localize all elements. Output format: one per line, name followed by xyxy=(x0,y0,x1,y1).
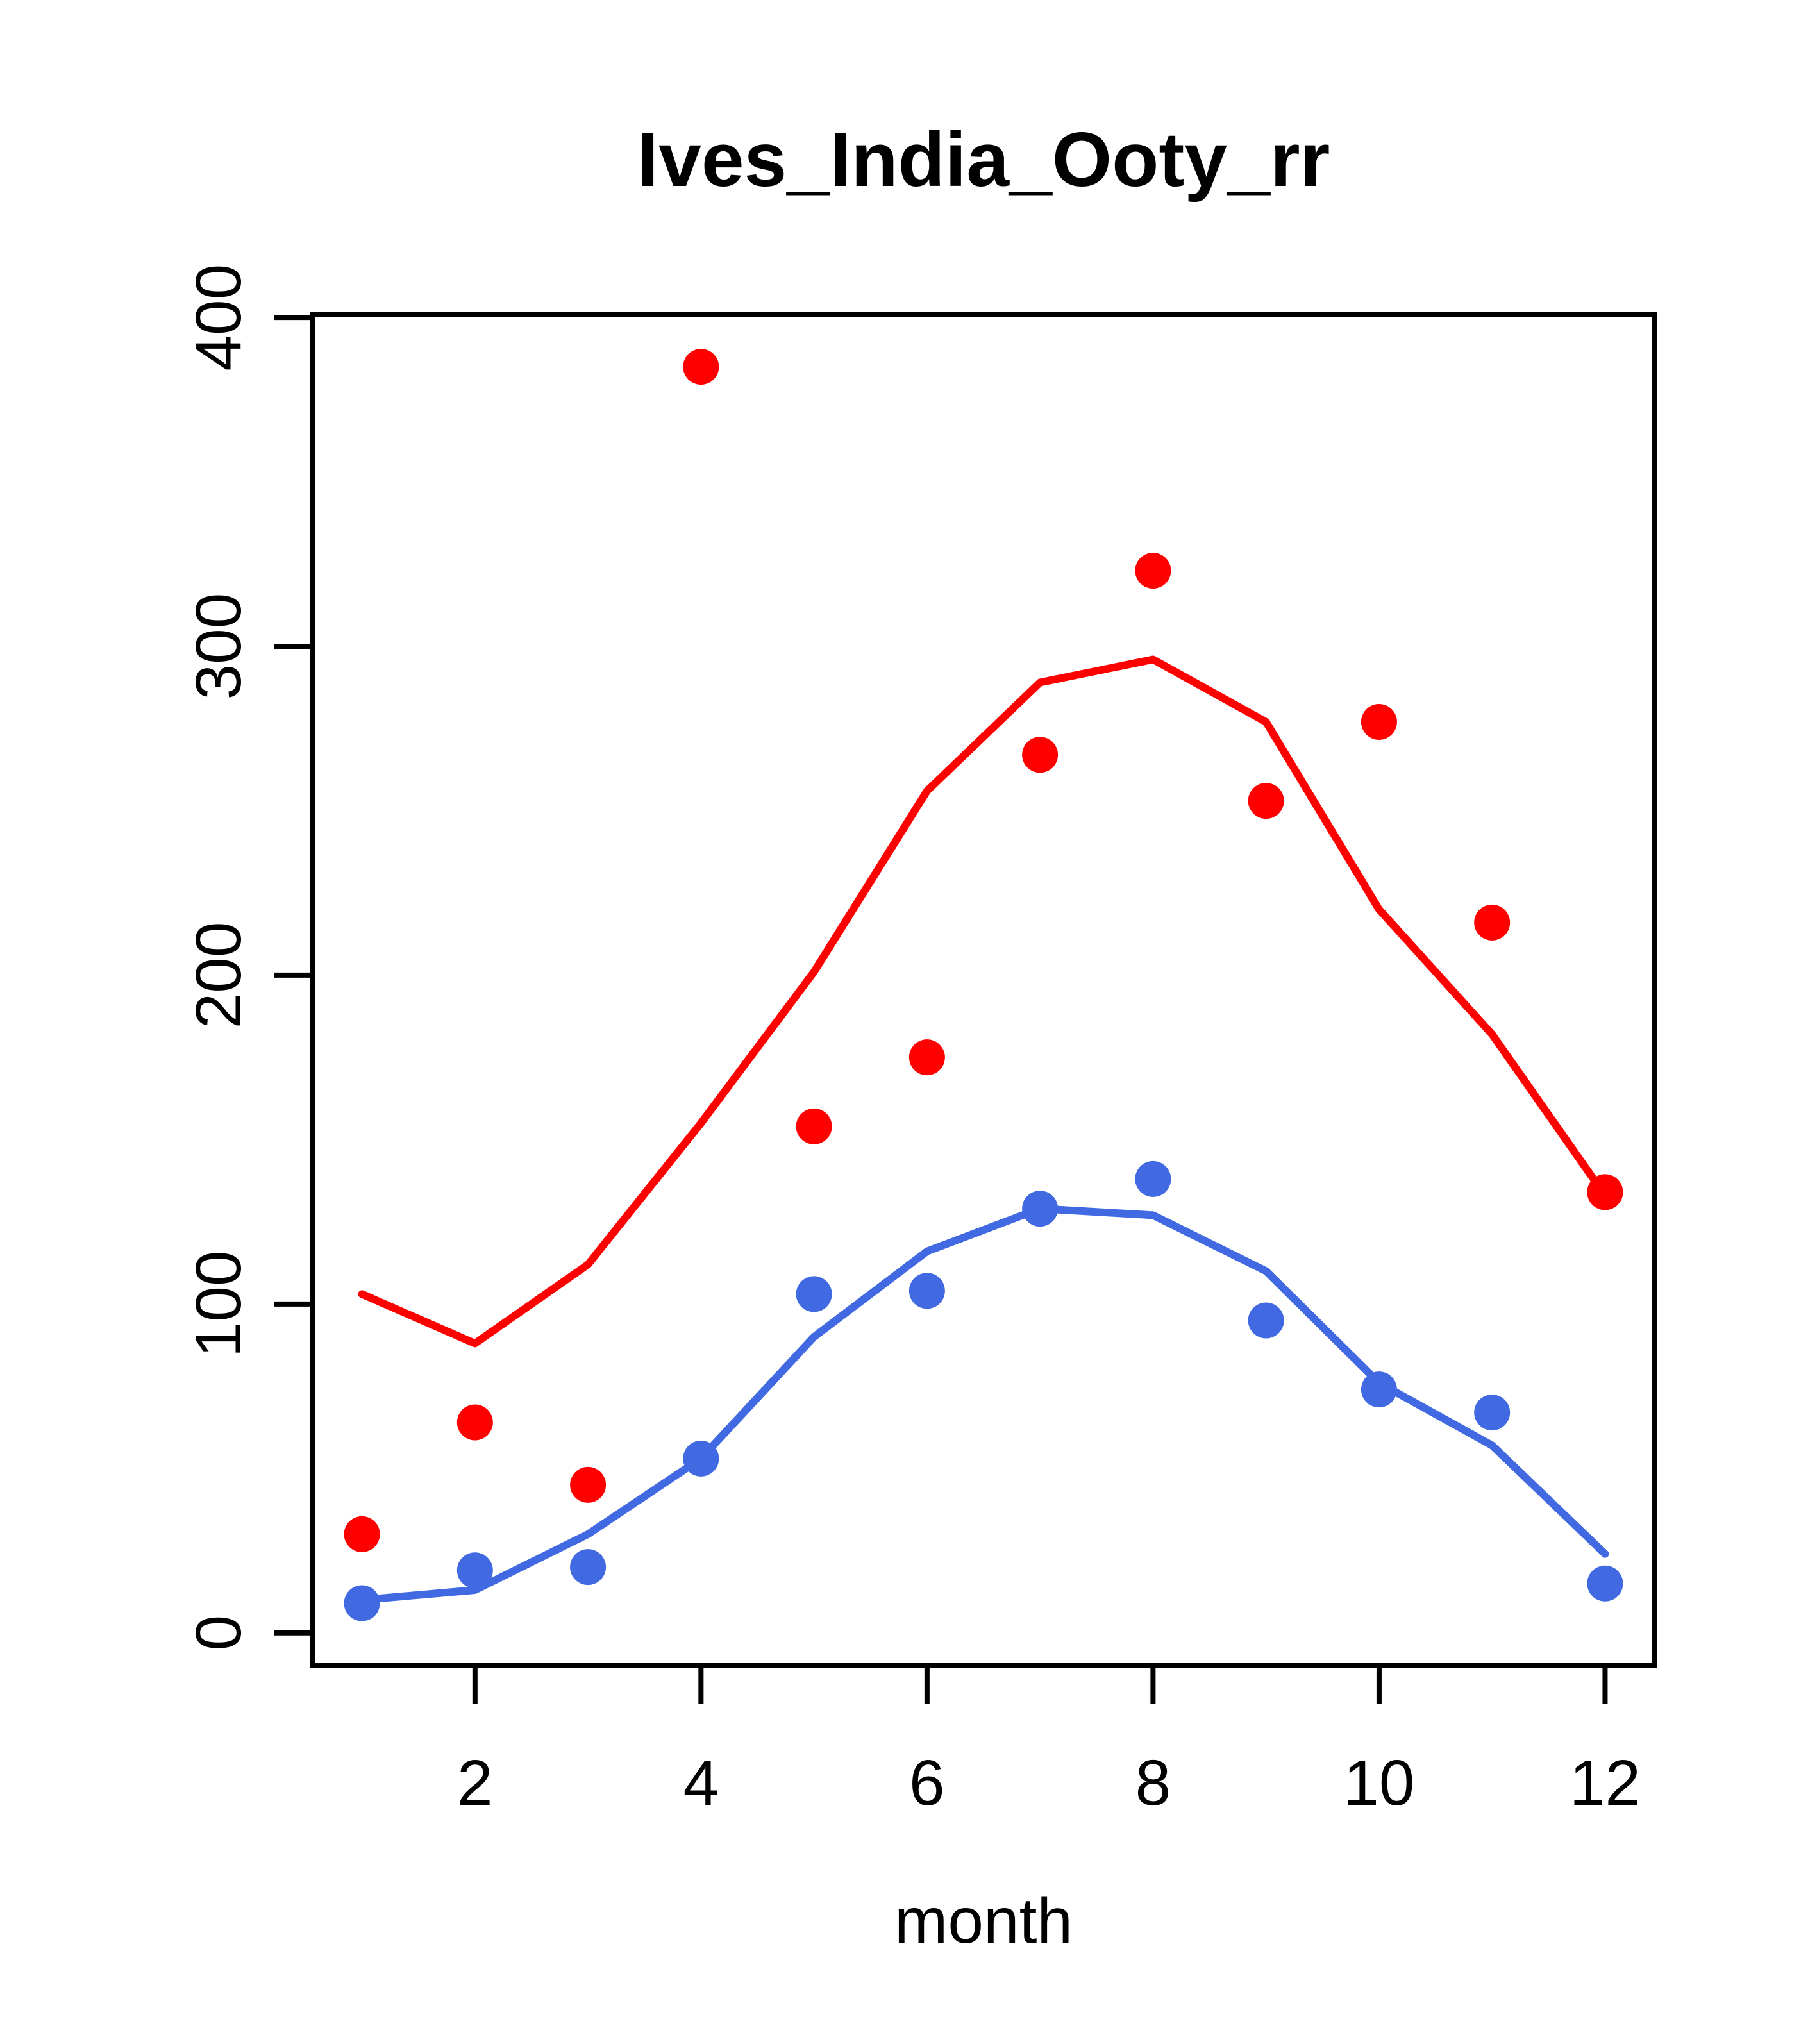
blue-point-month-11 xyxy=(1474,1395,1511,1431)
x-tick-label: 12 xyxy=(1570,1747,1641,1819)
blue-point-month-6 xyxy=(908,1273,945,1309)
blue-point-month-12 xyxy=(1587,1565,1623,1602)
red-point-month-4 xyxy=(683,349,719,385)
x-tick-label: 6 xyxy=(909,1747,945,1819)
blue-point-month-4 xyxy=(683,1440,719,1477)
y-tick-label: 300 xyxy=(183,593,255,700)
blue-point-month-1 xyxy=(344,1585,380,1621)
y-axis: 0 100 200 300 400 xyxy=(183,264,312,1651)
x-tick-label: 10 xyxy=(1343,1747,1414,1819)
chart-title: Ives_India_Ooty_rr xyxy=(637,117,1330,203)
y-tick-label: 400 xyxy=(183,264,255,371)
y-tick-label: 200 xyxy=(183,921,255,1028)
red-point-month-8 xyxy=(1135,553,1171,589)
red-point-month-5 xyxy=(796,1108,832,1144)
blue-point-month-7 xyxy=(1022,1191,1059,1227)
red-point-month-10 xyxy=(1361,703,1397,740)
x-axis-label: month xyxy=(894,1885,1073,1957)
x-tick-label: 2 xyxy=(457,1747,493,1819)
x-axis: 2 4 6 8 10 12 xyxy=(457,1666,1641,1819)
y-tick-label: 100 xyxy=(183,1250,255,1357)
blue-point-month-9 xyxy=(1248,1302,1284,1339)
blue-line xyxy=(358,1205,1609,1604)
blue-point-month-3 xyxy=(570,1549,607,1586)
red-point-month-3 xyxy=(570,1466,607,1503)
blue-point-month-5 xyxy=(796,1276,832,1312)
series-layer xyxy=(344,349,1623,1621)
red-point-month-6 xyxy=(908,1039,945,1076)
red-point-month-9 xyxy=(1248,783,1284,819)
red-point-month-11 xyxy=(1474,904,1511,941)
red-point-month-7 xyxy=(1022,737,1059,773)
red-point-month-2 xyxy=(456,1404,493,1441)
red-point-month-1 xyxy=(344,1516,380,1552)
x-tick-label: 4 xyxy=(683,1747,719,1819)
blue-point-month-2 xyxy=(456,1552,493,1589)
plot-box xyxy=(310,312,1657,1668)
red-point-month-12 xyxy=(1587,1174,1623,1210)
red-line xyxy=(358,655,1609,1348)
y-tick-label: 0 xyxy=(183,1615,255,1651)
blue-point-month-10 xyxy=(1361,1371,1397,1408)
x-tick-label: 8 xyxy=(1135,1747,1171,1819)
blue-point-month-8 xyxy=(1135,1160,1171,1197)
